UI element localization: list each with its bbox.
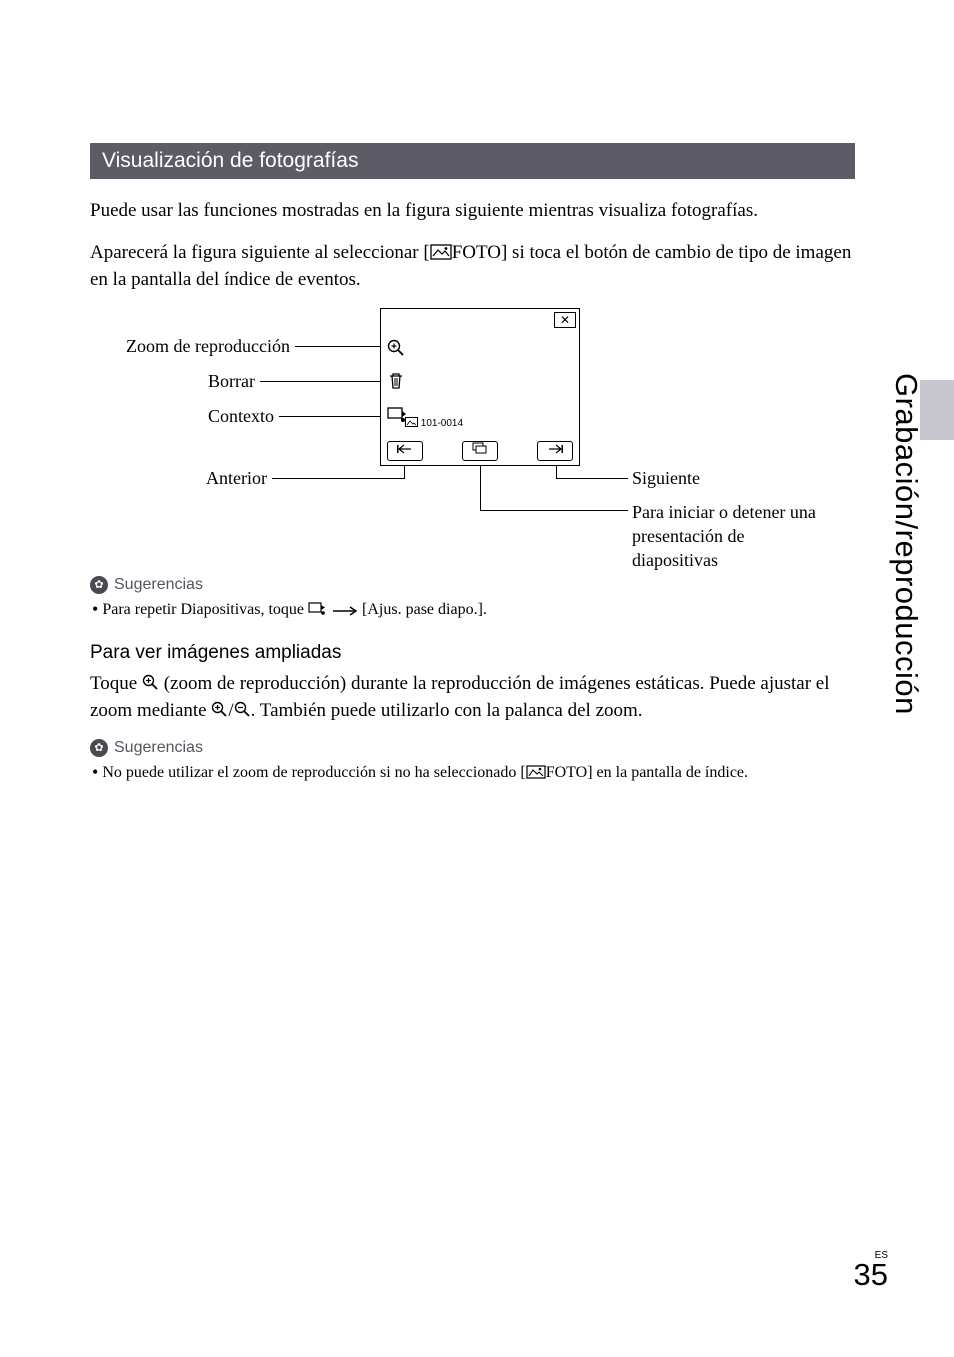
zoom-in-icon-inline-2 <box>211 701 228 718</box>
bullet-dot-2: • <box>92 762 98 782</box>
tips-label-2: Sugerencias <box>114 739 203 757</box>
tip-1: • Para repetir Diapositivas, toque [Ajus… <box>90 597 855 622</box>
tips-icon: ✿ <box>90 576 108 594</box>
context-icon-inline <box>308 602 328 616</box>
close-icon: ✕ <box>554 312 576 328</box>
tips-label-1: Sugerencias <box>114 576 203 594</box>
leader-borrar <box>260 381 387 382</box>
photo-icon-2 <box>526 765 546 779</box>
screen-mock: ✕ 101-0014 <box>380 308 580 466</box>
page-content: Visualización de fotografías Puede usar … <box>90 143 855 785</box>
arrow-right-icon <box>332 606 358 616</box>
leader-slide-v <box>480 460 481 511</box>
leader-siguiente-h <box>556 478 628 479</box>
zoom-in-icon <box>387 339 405 357</box>
leader-slide-h <box>480 510 628 511</box>
folder-label: 101-0014 <box>405 417 463 429</box>
label-siguiente: Siguiente <box>632 468 700 489</box>
photo-icon <box>430 244 452 260</box>
side-tab <box>920 380 954 440</box>
zoom-in-icon-inline <box>142 674 159 691</box>
zoom-out-icon-inline <box>234 701 251 718</box>
label-zoom: Zoom de reproducción <box>90 336 290 357</box>
page-num-value: 35 <box>854 1257 888 1292</box>
prev-button <box>387 441 423 461</box>
enlarge-paragraph: Toque (zoom de reproducción) durante la … <box>90 670 855 725</box>
tip1-b: [Ajus. pase diapo.]. <box>362 601 487 618</box>
leader-contexto <box>279 416 387 417</box>
leader-anterior-h <box>272 478 404 479</box>
tips-icon-2: ✿ <box>90 739 108 757</box>
leader-zoom <box>295 346 387 347</box>
intro-paragraph-2: Aparecerá la figura siguiente al selecci… <box>90 239 855 294</box>
tips-row-2: ✿ Sugerencias <box>90 739 855 757</box>
context-icon <box>387 407 407 423</box>
label-contexto: Contexto <box>90 406 274 427</box>
label-anterior: Anterior <box>90 468 267 489</box>
diagram: Zoom de reproducción Borrar Contexto Ant… <box>90 308 820 568</box>
section-header: Visualización de fotografías <box>90 143 855 179</box>
label-slideshow: Para iniciar o detener una presentación … <box>632 500 822 573</box>
trash-icon <box>387 372 405 390</box>
next-button <box>537 441 573 461</box>
subheading-enlarge: Para ver imágenes ampliadas <box>90 642 855 664</box>
tip1-a: Para repetir Diapositivas, toque <box>102 601 308 618</box>
tip2-a: No puede utilizar el zoom de reproducció… <box>102 764 525 781</box>
intro-p2-a: Aparecerá la figura siguiente al selecci… <box>90 242 430 263</box>
tips-row-1: ✿ Sugerencias <box>90 576 855 594</box>
slideshow-button <box>462 441 498 461</box>
tip2-b: FOTO] en la pantalla de índice. <box>546 764 748 781</box>
bullet-dot: • <box>92 599 98 619</box>
enlarge-a: Toque <box>90 673 142 694</box>
page-number: ES 35 <box>854 1250 888 1293</box>
intro-paragraph-1: Puede usar las funciones mostradas en la… <box>90 197 855 225</box>
tip-2: • No puede utilizar el zoom de reproducc… <box>90 760 855 785</box>
enlarge-c: . También puede utilizarlo con la palanc… <box>251 700 643 721</box>
label-borrar: Borrar <box>90 371 255 392</box>
side-section-label: Grabación/reproducción <box>888 373 924 715</box>
